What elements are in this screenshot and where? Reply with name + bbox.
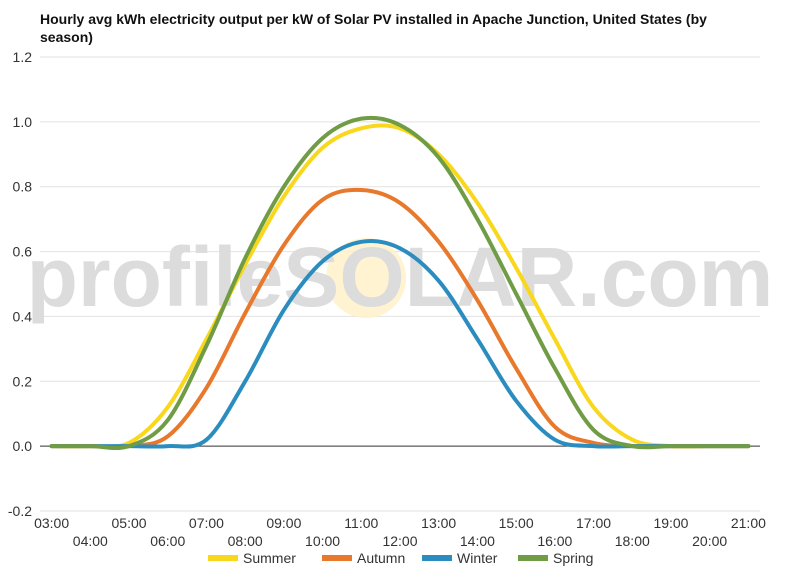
watermark-text: profileSOLAR.com bbox=[27, 230, 774, 324]
x-tick-label: 12:00 bbox=[382, 533, 417, 549]
x-tick-label: 06:00 bbox=[150, 533, 185, 549]
x-tick-label: 07:00 bbox=[189, 515, 224, 531]
legend-label-autumn: Autumn bbox=[357, 550, 405, 566]
x-tick-label: 14:00 bbox=[460, 533, 495, 549]
series-line-summer bbox=[49, 123, 751, 449]
legend-swatch-summer bbox=[208, 555, 238, 561]
x-tick-label: 05:00 bbox=[112, 515, 147, 531]
x-tick-label: 08:00 bbox=[228, 533, 263, 549]
y-axis-ticks: 1.2 1.0 0.8 0.6 0.4 0.2 0.0 -0.2 bbox=[8, 49, 32, 519]
series-line-spring bbox=[49, 115, 751, 451]
legend-label-winter: Winter bbox=[457, 550, 498, 566]
legend-label-spring: Spring bbox=[553, 550, 593, 566]
legend-label-summer: Summer bbox=[243, 550, 296, 566]
y-tick-label: 1.2 bbox=[13, 49, 33, 65]
y-tick-label: 0.8 bbox=[13, 179, 33, 195]
y-tick-label: 0.4 bbox=[13, 308, 33, 324]
y-tick-label: -0.2 bbox=[8, 503, 32, 519]
x-tick-label: 18:00 bbox=[615, 533, 650, 549]
x-tick-label: 11:00 bbox=[344, 515, 378, 531]
chart-title: Hourly avg kWh electricity output per kW… bbox=[40, 11, 707, 45]
y-tick-label: 0.0 bbox=[13, 438, 33, 454]
x-axis-ticks: 03:0004:0005:0006:0007:0008:0009:0010:00… bbox=[34, 515, 766, 549]
x-tick-label: 21:00 bbox=[731, 515, 766, 531]
x-tick-label: 19:00 bbox=[653, 515, 688, 531]
x-tick-label: 03:00 bbox=[34, 515, 69, 531]
legend-swatch-spring bbox=[518, 555, 548, 561]
legend: Summer Autumn Winter Spring bbox=[208, 550, 593, 566]
x-tick-label: 15:00 bbox=[499, 515, 534, 531]
watermark: profileSOLAR.com bbox=[27, 230, 774, 324]
legend-swatch-winter bbox=[422, 555, 452, 561]
series-lines bbox=[49, 115, 751, 451]
x-tick-label: 10:00 bbox=[305, 533, 340, 549]
x-tick-label: 13:00 bbox=[421, 515, 456, 531]
y-tick-label: 0.2 bbox=[13, 373, 33, 389]
y-tick-label: 0.6 bbox=[13, 244, 33, 260]
legend-swatch-autumn bbox=[322, 555, 352, 561]
x-tick-label: 20:00 bbox=[692, 533, 727, 549]
x-tick-label: 09:00 bbox=[266, 515, 301, 531]
y-tick-label: 1.0 bbox=[13, 114, 33, 130]
x-tick-label: 16:00 bbox=[537, 533, 572, 549]
x-tick-label: 04:00 bbox=[73, 533, 108, 549]
x-tick-label: 17:00 bbox=[576, 515, 611, 531]
watermark-sun-icon bbox=[326, 238, 406, 318]
